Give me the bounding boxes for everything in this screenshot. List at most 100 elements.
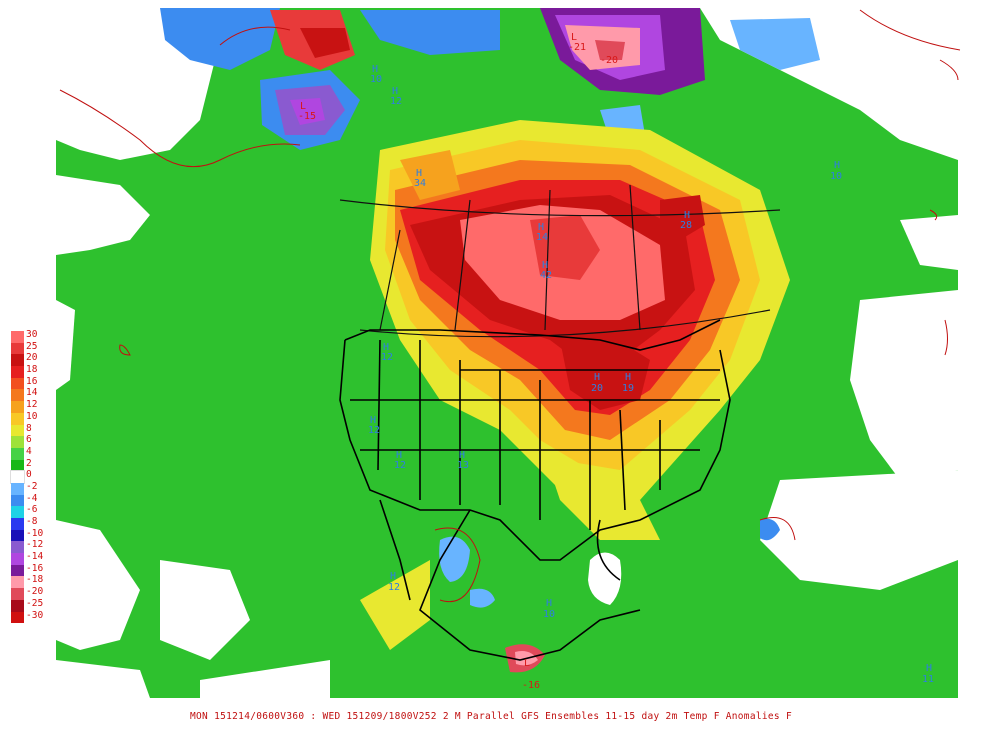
svg-text:20: 20 <box>591 383 603 394</box>
svg-text:L: L <box>524 658 530 669</box>
color-scale-legend: 30 25 20 18 16 14 12 10 8 6 4 2 0 -2 -4 -6 -8 -10 -12 -14 -1… <box>10 329 69 624</box>
svg-text:-15: -15 <box>298 111 316 122</box>
svg-text:10: 10 <box>830 171 842 182</box>
legend-label: -12 <box>26 539 44 551</box>
legend-entry: -14 <box>11 551 69 565</box>
svg-text:12: 12 <box>381 352 393 363</box>
high-marker: H34 <box>414 168 426 189</box>
legend-swatch <box>11 564 24 577</box>
legend-swatch <box>11 459 24 472</box>
high-marker: H14 <box>536 222 548 243</box>
legend-label: 6 <box>26 434 32 446</box>
legend-label: -10 <box>26 527 44 539</box>
svg-text:34: 34 <box>414 178 426 189</box>
cold-anomaly-regions <box>160 8 820 150</box>
legend-label: -30 <box>26 609 44 621</box>
svg-text:H: H <box>416 168 422 179</box>
svg-text:-20: -20 <box>600 55 618 66</box>
legend-label: 30 <box>26 329 38 340</box>
legend-swatch <box>10 470 25 484</box>
legend-swatch <box>11 331 24 343</box>
svg-text:-16: -16 <box>522 680 540 691</box>
legend-label: 0 <box>26 469 32 481</box>
high-marker: H10 <box>370 64 382 85</box>
legend-entry: 12 <box>11 399 69 413</box>
map-caption: MON 151214/0600V360 : WED 151209/1800V25… <box>190 711 792 722</box>
svg-text:19: 19 <box>622 383 634 394</box>
high-marker: H10 <box>543 598 555 620</box>
svg-text:H: H <box>834 160 840 171</box>
legend-entry: 0 <box>10 469 69 484</box>
legend-entry: -25 <box>11 597 69 612</box>
legend-entry: -18 <box>11 574 69 589</box>
svg-text:12: 12 <box>390 96 402 107</box>
svg-text:H: H <box>684 210 690 221</box>
legend-entry: -30 <box>11 609 69 624</box>
svg-text:H: H <box>392 86 398 97</box>
high-marker: H20 <box>591 372 603 394</box>
pressure-markers: H10 H12 H34 H14 H42 H28 H10 H20 H19 H12 … <box>298 32 934 691</box>
svg-text:H: H <box>383 342 389 353</box>
svg-text:12: 12 <box>394 460 406 471</box>
legend-label: 10 <box>26 410 38 422</box>
svg-text:H: H <box>546 598 552 609</box>
legend-swatch <box>11 424 24 437</box>
low-marker: -20 <box>600 55 618 66</box>
legend-entry: 14 <box>11 387 69 402</box>
high-marker: H28 <box>680 210 692 231</box>
legend-swatch <box>11 553 24 565</box>
zero-contours <box>59 9 961 602</box>
legend-entry: 2 <box>11 457 69 472</box>
svg-text:H: H <box>542 260 548 271</box>
svg-text:12: 12 <box>388 582 400 593</box>
legend-label: -8 <box>26 516 38 527</box>
legend-swatch <box>11 447 24 460</box>
legend-swatch <box>11 412 24 425</box>
legend-label: -14 <box>26 551 44 563</box>
legend-entry: -2 <box>11 481 69 495</box>
svg-text:-21: -21 <box>568 42 586 53</box>
high-marker: H12 <box>390 86 402 107</box>
legend-entry: -6 <box>11 504 69 518</box>
legend-label: -25 <box>26 597 44 609</box>
legend-label: 12 <box>26 399 38 411</box>
legend-swatch <box>11 401 24 413</box>
svg-text:10: 10 <box>543 609 555 620</box>
svg-text:10: 10 <box>370 74 382 85</box>
legend-entry: 6 <box>11 434 69 448</box>
legend-label: 4 <box>26 445 32 457</box>
legend-swatch <box>11 366 24 378</box>
legend-entry: 4 <box>11 445 69 460</box>
legend-swatch <box>11 506 24 518</box>
legend-entry: -16 <box>11 563 69 577</box>
legend-entry: 30 <box>11 329 69 343</box>
high-marker: H42 <box>540 260 552 281</box>
legend-swatch <box>11 494 24 507</box>
legend-entry: -8 <box>11 516 69 530</box>
svg-text:H: H <box>459 450 465 461</box>
legend-label: -20 <box>26 586 44 598</box>
legend-label: -6 <box>26 504 38 516</box>
legend-entry: -4 <box>11 493 69 507</box>
svg-text:H: H <box>594 372 600 383</box>
legend-swatch <box>11 541 24 554</box>
legend-label: 18 <box>26 364 38 376</box>
svg-text:28: 28 <box>680 220 692 231</box>
legend-swatch <box>11 588 24 600</box>
legend-entry: 20 <box>11 352 69 367</box>
legend-entry: 10 <box>11 410 69 425</box>
svg-text:H: H <box>396 450 402 461</box>
legend-label: 2 <box>26 457 32 469</box>
high-marker: H13 <box>457 450 469 471</box>
legend-label: 16 <box>26 375 38 387</box>
legend-swatch <box>11 354 24 367</box>
legend-swatch <box>11 342 24 355</box>
legend-swatch <box>11 529 24 542</box>
legend-entry: 18 <box>11 364 69 378</box>
low-marker: L -16 <box>522 658 540 691</box>
legend-entry: -10 <box>11 527 69 542</box>
legend-entry: 25 <box>11 341 69 355</box>
warm-anomaly-regions <box>360 120 790 650</box>
high-marker: H19 <box>622 372 634 394</box>
